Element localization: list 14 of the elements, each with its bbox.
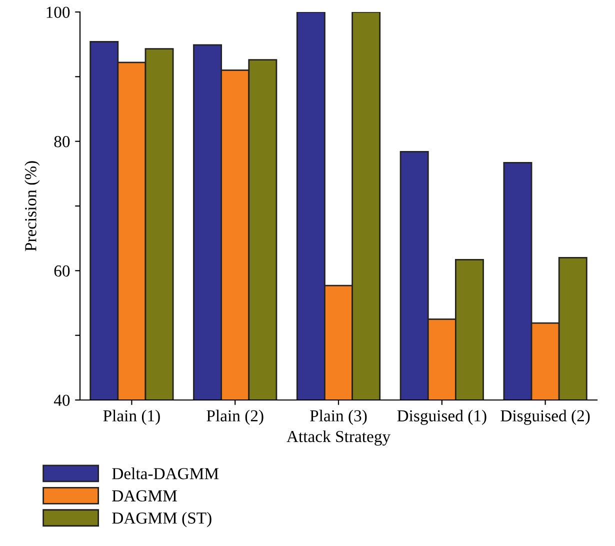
x-tick-label: Disguised (1) xyxy=(397,410,486,425)
y-tick-label: 80 xyxy=(54,136,70,148)
x-tick-label: Disguised (2) xyxy=(500,410,590,425)
x-axis-title: Attack Strategy xyxy=(286,430,390,446)
y-tick-label: 60 xyxy=(54,265,70,277)
y-tick-label: 40 xyxy=(54,394,70,406)
legend-label: Delta-DAGMM xyxy=(112,468,219,480)
legend-label: DAGMM (ST) xyxy=(112,512,212,528)
x-tick-label: Plain (3) xyxy=(310,410,367,425)
y-tick-label: 100 xyxy=(46,6,70,18)
legend-label: DAGMM xyxy=(112,490,177,502)
x-tick-label: Plain (2) xyxy=(206,410,264,425)
y-axis-title: Precision (%) xyxy=(24,161,40,252)
x-tick-label: Plain (1) xyxy=(103,410,160,425)
